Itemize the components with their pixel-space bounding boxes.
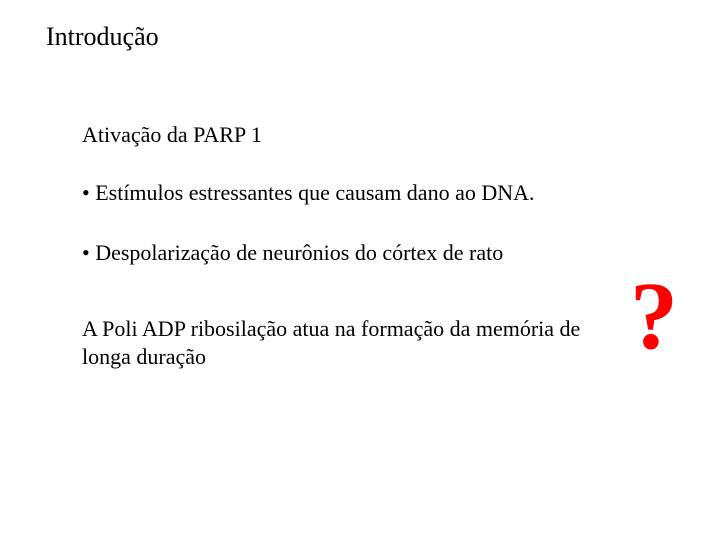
question-mark-icon: ? [630,268,678,364]
slide: Introdução Ativação da PARP 1 • Estímulo… [0,0,720,540]
slide-subtitle: Ativação da PARP 1 [82,122,262,148]
bullet-item: • Despolarização de neurônios do córtex … [82,240,503,266]
slide-title: Introdução [46,22,159,52]
bullet-item: • Estímulos estressantes que causam dano… [82,180,535,206]
slide-paragraph: A Poli ADP ribosilação atua na formação … [82,315,612,370]
